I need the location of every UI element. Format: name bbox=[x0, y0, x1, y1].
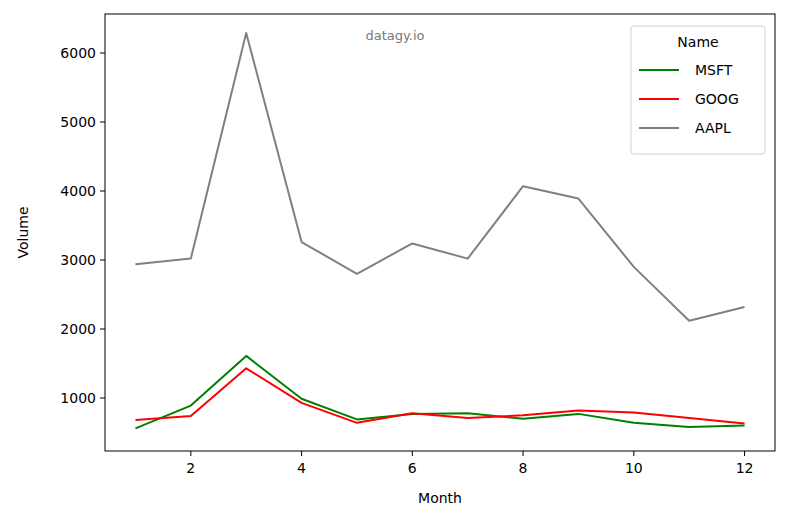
x-tick bbox=[412, 451, 413, 456]
x-tick bbox=[744, 451, 745, 456]
legend-box bbox=[631, 26, 765, 154]
plot-frame bbox=[105, 14, 775, 451]
x-axis-label: Month bbox=[418, 490, 462, 506]
y-tick-label: 6000 bbox=[60, 45, 96, 61]
x-tick-label: 2 bbox=[186, 460, 195, 476]
x-tick bbox=[633, 451, 634, 456]
y-tick bbox=[100, 259, 105, 260]
y-tick bbox=[100, 329, 105, 330]
legend: Name MSFT GOOG AAPL bbox=[631, 26, 765, 154]
x-tick-label: 12 bbox=[736, 460, 754, 476]
legend-title: Name bbox=[677, 34, 718, 50]
legend-label: MSFT bbox=[695, 62, 733, 78]
series-line bbox=[135, 368, 744, 423]
x-tick bbox=[301, 451, 302, 456]
chart: 2 4 6 8 10 12 1000 2000 3000 4000 5000 6000 Month Vol… bbox=[0, 0, 790, 523]
y-tick-label: 1000 bbox=[60, 390, 96, 406]
y-tick-label: 3000 bbox=[60, 252, 96, 268]
legend-swatch bbox=[639, 127, 679, 129]
y-tick-label: 4000 bbox=[60, 183, 96, 199]
x-tick-label: 4 bbox=[297, 460, 306, 476]
legend-label: GOOG bbox=[695, 91, 739, 107]
x-tick-label: 8 bbox=[519, 460, 528, 476]
x-tick bbox=[190, 451, 191, 456]
y-tick bbox=[100, 398, 105, 399]
y-tick bbox=[100, 121, 105, 122]
y-tick-label: 5000 bbox=[60, 114, 96, 130]
legend-label: AAPL bbox=[695, 120, 731, 136]
x-tick-label: 10 bbox=[625, 460, 643, 476]
x-tick bbox=[523, 451, 524, 456]
y-tick-label: 2000 bbox=[60, 321, 96, 337]
y-tick bbox=[100, 52, 105, 53]
series-line bbox=[135, 356, 744, 428]
x-tick-label: 6 bbox=[408, 460, 417, 476]
legend-swatch bbox=[639, 98, 679, 100]
y-tick bbox=[100, 190, 105, 191]
watermark: datagy.io bbox=[365, 28, 424, 43]
y-axis-label: Volume bbox=[15, 206, 31, 258]
legend-swatch bbox=[639, 69, 679, 71]
